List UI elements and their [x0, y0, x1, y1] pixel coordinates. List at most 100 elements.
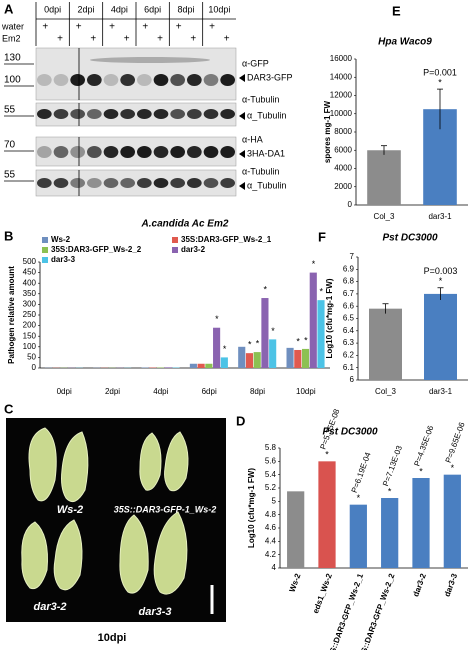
- treatment-mark: +: [157, 34, 163, 45]
- p-value: P=6.19E-04: [350, 451, 373, 495]
- blot-band: [203, 178, 219, 188]
- legend-label: 35S:DAR3-GFP_Ws-2_1: [181, 235, 272, 244]
- legend-swatch: [172, 237, 178, 243]
- treatment-mark: +: [42, 22, 48, 33]
- blot-band: [103, 109, 119, 119]
- y-tick-label: 300: [23, 300, 37, 309]
- y-axis-label: Pathogen relative amount: [7, 266, 16, 364]
- y-tick-label: 4: [272, 563, 277, 572]
- blot-band: [87, 109, 102, 119]
- bar: [253, 352, 261, 368]
- p-value: P=0.001: [423, 67, 457, 77]
- arrowhead: [239, 182, 245, 190]
- significance: *: [263, 284, 267, 294]
- arrowhead: [239, 74, 245, 82]
- y-tick-label: 450: [23, 268, 37, 277]
- blot-strip: [35, 47, 237, 101]
- bar: [369, 308, 402, 380]
- x-tick-label: 4dpi: [153, 387, 168, 396]
- y-tick-label: 6.1: [343, 363, 355, 372]
- y-tick-label: 6: [350, 375, 355, 384]
- legend-label: 35S:DAR3-GFP_Ws-2_2: [51, 245, 142, 254]
- treatment-mark: +: [90, 34, 96, 45]
- x-tick-label: Col_3: [375, 387, 396, 396]
- y-tick-label: 0: [348, 200, 353, 209]
- y-tick-label: 6.3: [343, 338, 355, 347]
- bar: [367, 150, 401, 205]
- y-tick-label: 200: [23, 321, 37, 330]
- legend-swatch: [42, 257, 48, 263]
- legend-swatch: [42, 247, 48, 253]
- bar: [220, 357, 228, 368]
- bar: [245, 353, 254, 368]
- p-value: P=4.35E-06: [412, 424, 435, 468]
- blot-band: [153, 178, 169, 188]
- legend-label: dar3-3: [51, 255, 76, 264]
- blot-band: [170, 109, 186, 119]
- y-tick-label: 5.6: [265, 456, 277, 465]
- blot-band: [153, 146, 169, 158]
- blot-label: α_Tubulin: [247, 110, 286, 120]
- blot-band: [37, 74, 52, 86]
- blot-strip: [35, 136, 237, 167]
- blot-band: [53, 109, 69, 119]
- bar: [443, 474, 461, 568]
- panel-label: B: [4, 228, 13, 243]
- blot-band: [103, 74, 119, 86]
- significance: *: [256, 338, 260, 348]
- y-tick-label: 5.4: [265, 470, 277, 479]
- significance: *: [451, 463, 455, 473]
- chart-title: Hpa Waco9: [378, 37, 432, 48]
- photo-label: Ws-2: [57, 504, 83, 516]
- panel-label: F: [318, 229, 326, 244]
- blot-band: [120, 109, 135, 119]
- p-value: P=7.13E-03: [381, 444, 404, 488]
- bar: [286, 347, 294, 368]
- significance: *: [312, 259, 316, 269]
- blot-label: α-Tubulin: [242, 166, 279, 176]
- y-tick-label: 100: [23, 342, 37, 351]
- marker-label: 55: [4, 105, 16, 116]
- marker-label: 130: [4, 53, 21, 64]
- legend-swatch: [42, 237, 48, 243]
- significance: *: [438, 77, 442, 87]
- bar: [213, 327, 221, 368]
- y-tick-label: 5.2: [265, 483, 277, 492]
- blot-label: DAR3-GFP: [247, 72, 293, 82]
- x-tick-label: 35S::DAR3-GFP_Ws-2_1: [325, 572, 365, 650]
- blot-band: [53, 74, 69, 86]
- y-tick-label: 6.4: [343, 326, 355, 335]
- arrowhead: [239, 150, 245, 158]
- treatment-mark: +: [109, 22, 115, 33]
- blot-band: [170, 178, 186, 188]
- marker-label: 55: [4, 170, 16, 181]
- blot-band: [53, 178, 69, 188]
- treatment-mark: +: [57, 34, 63, 45]
- legend-label: Ws-2: [51, 235, 71, 244]
- bar: [424, 293, 457, 380]
- bar: [164, 367, 172, 368]
- y-tick-label: 6.6: [343, 301, 355, 310]
- x-tick-label: 0dpi: [57, 387, 72, 396]
- y-tick-label: 2000: [334, 182, 352, 191]
- blot-band: [70, 146, 85, 158]
- treatment-mark: +: [76, 22, 82, 33]
- blot-band: [37, 178, 52, 188]
- lane-label: 2dpi: [77, 4, 94, 14]
- x-tick-label: Ws-2: [288, 572, 303, 594]
- treatment-mark: +: [209, 22, 215, 33]
- blot-band: [137, 74, 152, 86]
- lane-label: 10dpi: [208, 4, 230, 14]
- blot-strip: [35, 169, 237, 197]
- blot-band: [87, 146, 102, 158]
- y-tick-label: 250: [23, 310, 37, 319]
- x-tick-label: 35S::DAR3-GFP_Ws-2_2: [356, 572, 396, 650]
- y-tick-label: 4.2: [265, 550, 277, 559]
- blot-label: 3HA-DA1: [247, 148, 285, 158]
- blot-band: [203, 109, 219, 119]
- photo-label: dar3-3: [138, 606, 171, 618]
- y-tick-label: 400: [23, 278, 37, 287]
- bar: [205, 363, 213, 368]
- blot-band: [203, 74, 219, 86]
